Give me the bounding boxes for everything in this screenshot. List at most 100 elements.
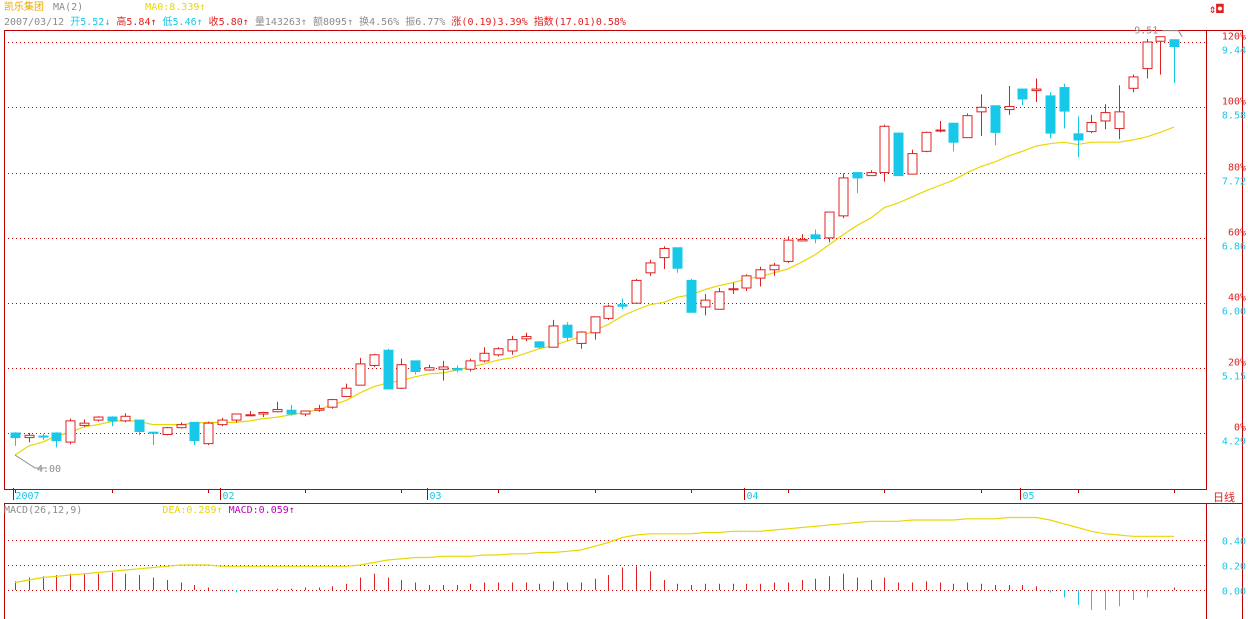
- candle: [107, 416, 118, 427]
- candle: [120, 413, 131, 423]
- candle: [369, 354, 380, 367]
- candle-body-up: [507, 339, 518, 352]
- open-value: 5.52↓: [80, 17, 111, 28]
- low-value: 5.46↑: [172, 17, 203, 28]
- open-label: 开: [70, 17, 81, 28]
- candle-body-down: [1169, 39, 1180, 48]
- candle-body-up: [1086, 121, 1097, 133]
- index-value: (17.01)0.58%: [553, 17, 626, 28]
- candle: [1142, 38, 1153, 79]
- candle-body-down: [383, 349, 394, 390]
- candle-body-up: [728, 288, 739, 291]
- exit-icon[interactable]: ⇕◘: [1209, 2, 1224, 16]
- candle: [93, 416, 104, 422]
- candle-body-down: [452, 367, 463, 371]
- candle: [603, 304, 614, 320]
- candle: [148, 431, 159, 446]
- candle: [879, 124, 890, 182]
- period-tab-daily[interactable]: 日线: [1213, 491, 1235, 504]
- candle: [217, 417, 228, 427]
- turnover-value: 4.56%: [369, 17, 400, 28]
- candle: [576, 331, 587, 349]
- candle: [1114, 85, 1125, 140]
- candle-body-up: [659, 248, 670, 259]
- candle-body-down: [410, 360, 421, 373]
- percent-tick-label: 100%: [1222, 97, 1246, 108]
- candle: [907, 149, 918, 175]
- candle: [65, 418, 76, 445]
- candle: [231, 413, 242, 423]
- candle: [355, 357, 366, 386]
- candle-body-down: [134, 419, 145, 432]
- candle-body-up: [479, 352, 490, 362]
- candle: [631, 278, 642, 304]
- candle: [534, 341, 545, 349]
- high-value: 5.84↑: [126, 17, 157, 28]
- candle-body-up: [769, 264, 780, 271]
- candle: [1031, 78, 1042, 102]
- candles[interactable]: [10, 36, 1180, 448]
- chart-frame: [4, 30, 1243, 619]
- macd-tick-label: 0.40: [1222, 537, 1246, 548]
- change-value: (0.19)3.39%: [461, 17, 528, 28]
- candle-body-up: [1114, 111, 1125, 130]
- candle-body-up: [797, 238, 808, 242]
- candle: [617, 298, 628, 310]
- price-tick-label: 6.86: [1222, 242, 1246, 253]
- candle-body-up: [120, 415, 131, 422]
- price-tick-label: 8.58: [1222, 111, 1246, 122]
- candle-body-down: [189, 421, 200, 442]
- candle-body-down: [534, 341, 545, 348]
- amount-value: 8095↑: [323, 17, 354, 28]
- macd-tick-label: 0.00: [1222, 587, 1246, 598]
- candle: [976, 94, 987, 137]
- candle: [590, 316, 601, 340]
- candle: [548, 319, 559, 348]
- candle: [866, 170, 877, 177]
- dea-value: DEA:0.289↑: [162, 505, 223, 516]
- stock-name[interactable]: 凯乐集团: [4, 2, 44, 13]
- candle: [10, 432, 21, 446]
- candle: [824, 211, 835, 243]
- candle: [258, 411, 269, 418]
- candle-body-up: [907, 153, 918, 175]
- candle-body-up: [631, 279, 642, 304]
- macd-title: MACD(26,12,9): [4, 505, 83, 516]
- month-tick-label: 03: [430, 491, 442, 502]
- price-tick-label: 9.44: [1222, 46, 1246, 57]
- candle: [962, 113, 973, 139]
- candle-body-up: [824, 211, 835, 239]
- candle: [659, 246, 670, 270]
- candle-body-up: [65, 420, 76, 443]
- high-label: 高: [116, 17, 127, 28]
- candle-body-up: [1155, 36, 1166, 42]
- candle-body-up: [493, 348, 504, 356]
- candle-body-up: [438, 366, 449, 370]
- month-tick-label: 05: [1023, 491, 1035, 502]
- candle-body-up: [355, 363, 366, 386]
- ma-label: MA(2): [53, 2, 84, 13]
- month-tick-label: 04: [747, 491, 759, 502]
- candle-body-up: [921, 131, 932, 152]
- percent-tick-label: 20%: [1228, 358, 1246, 369]
- candle-body-down: [1045, 95, 1056, 134]
- close-label: 收: [208, 17, 219, 28]
- close-value: 5.80↑: [218, 17, 249, 28]
- candle-body-up: [1100, 112, 1111, 122]
- price-tick-label: 5.15: [1222, 372, 1246, 383]
- turnover-label: 换: [359, 17, 370, 28]
- index-label: 指数: [533, 17, 554, 28]
- stock-title-bar: 凯乐集团 MA(2) MA0:8.339↑: [4, 2, 205, 14]
- candle: [479, 347, 490, 363]
- candle-body-up: [396, 364, 407, 389]
- candle-body-up: [314, 408, 325, 411]
- candle-body-down: [1059, 87, 1070, 112]
- candle-body-up: [217, 419, 228, 426]
- candle-body-down: [852, 172, 863, 179]
- candle-body-down: [893, 132, 904, 177]
- candle: [1073, 116, 1084, 158]
- macd-tick-label: 0.20: [1222, 562, 1246, 573]
- percent-tick-label: 80%: [1228, 163, 1246, 174]
- month-tick-label: 2007: [16, 491, 40, 502]
- candle-body-up: [603, 305, 614, 319]
